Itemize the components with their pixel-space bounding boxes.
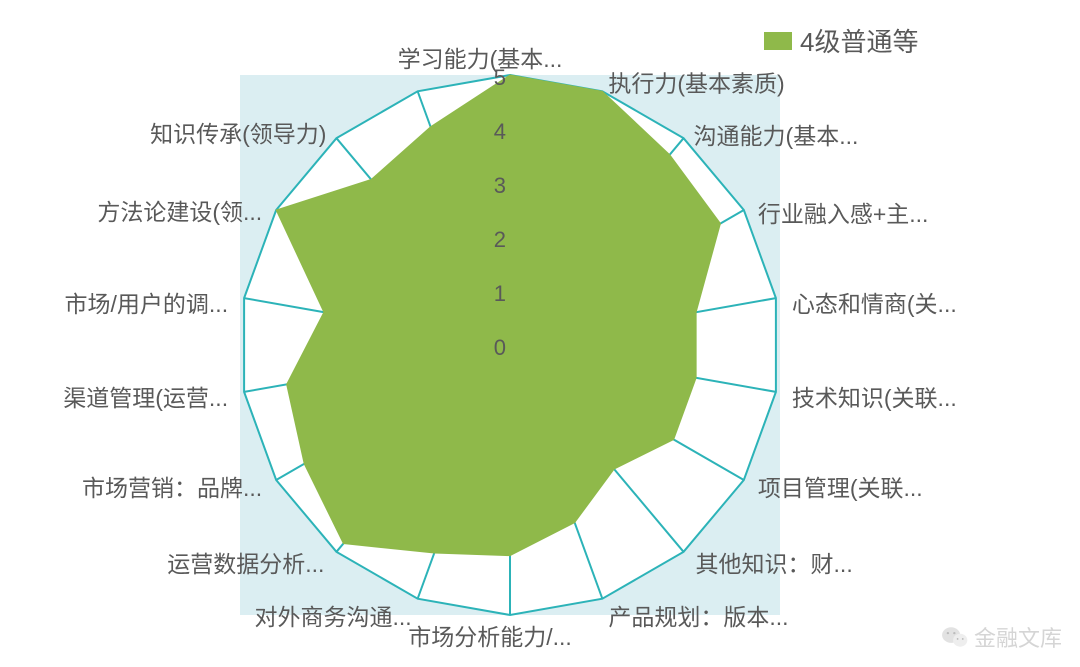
axis-label: 行业融入感+主...: [758, 201, 929, 227]
radar-chart: 012345学习能力(基本...执行力(基本素质)沟通能力(基本...行业融入感…: [0, 0, 1080, 667]
tick-label: 1: [494, 281, 506, 306]
axis-label: 其他知识：财...: [696, 551, 853, 577]
axis-label: 项目管理(关联...: [758, 475, 923, 501]
tick-label: 3: [494, 173, 506, 198]
legend-swatch: [764, 32, 792, 50]
axis-label: 学习能力(基本...: [398, 46, 563, 72]
axis-label: 市场营销：品牌...: [82, 475, 262, 501]
axis-label: 心态和情商(关...: [792, 291, 957, 317]
tick-label: 4: [494, 119, 506, 144]
axis-label: 运营数据分析...: [167, 551, 324, 577]
tick-label: 0: [494, 335, 506, 360]
axis-label: 技术知识(关联...: [792, 385, 957, 411]
axis-label: 市场/用户的调...: [65, 291, 229, 317]
axis-label: 市场分析能力/...: [408, 624, 572, 650]
axis-label: 沟通能力(基本...: [694, 123, 859, 149]
axis-label: 方法论建设(领...: [97, 199, 262, 225]
legend: 4级普通等: [764, 22, 918, 59]
axis-label: 渠道管理(运营...: [63, 385, 228, 411]
legend-label: 4级普通等: [800, 22, 918, 59]
axis-label: 知识传承(领导力): [150, 121, 326, 147]
axis-label: 执行力(基本素质): [608, 70, 784, 96]
axis-label: 产品规划：版本...: [608, 604, 788, 630]
axis-label: 对外商务沟通...: [254, 604, 411, 630]
radar-chart-container: 012345学习能力(基本...执行力(基本素质)沟通能力(基本...行业融入感…: [0, 0, 1080, 667]
tick-label: 2: [494, 227, 506, 252]
